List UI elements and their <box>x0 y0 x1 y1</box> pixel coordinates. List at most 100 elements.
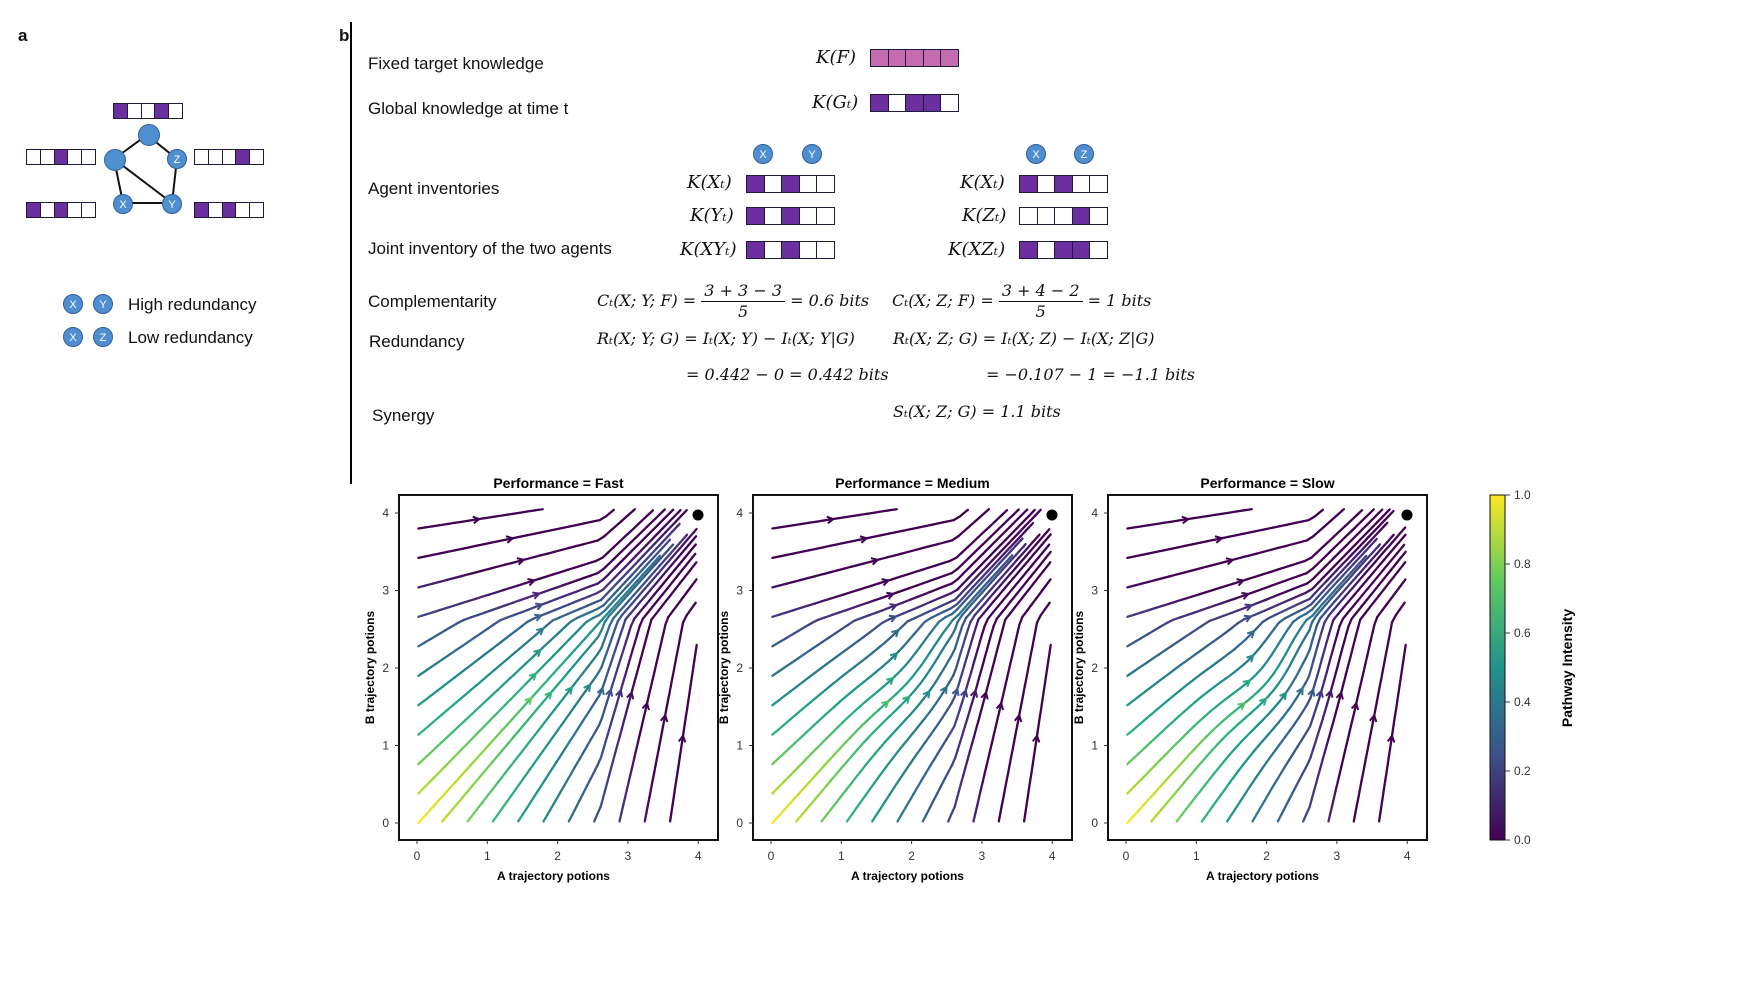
stream-segment <box>1349 576 1357 585</box>
stream-segment <box>528 634 537 642</box>
stream-segment <box>1226 813 1233 823</box>
stream-segment <box>1268 568 1278 574</box>
stream-segment <box>1232 721 1241 730</box>
stream-segment <box>604 733 609 744</box>
stream-segment <box>1246 575 1257 581</box>
stream-segment <box>1141 798 1150 807</box>
stream-segment <box>690 578 698 587</box>
stream-segment <box>646 605 654 614</box>
stream-segment <box>552 571 562 576</box>
stream-segment <box>604 510 614 518</box>
stream-segment <box>641 611 649 620</box>
stream-segment <box>1315 591 1323 600</box>
stream-segment <box>1189 628 1198 635</box>
stream-segment <box>1383 543 1392 553</box>
stream-segment <box>1382 780 1387 791</box>
stream-segment <box>1342 749 1347 760</box>
stream-segment <box>981 655 987 666</box>
stream-segment <box>1363 606 1371 615</box>
stream-segment <box>1309 748 1315 759</box>
stream-segment <box>822 518 833 522</box>
stream-segment <box>499 658 508 667</box>
stream-segment <box>908 584 918 590</box>
stream-segment <box>500 801 508 810</box>
stream-segment <box>585 707 593 717</box>
stream-segment <box>676 597 684 606</box>
x-tick-label: 2 <box>908 849 915 863</box>
stream-arrow <box>1246 629 1256 639</box>
stream-segment <box>1143 741 1152 750</box>
stream-segment <box>689 601 697 611</box>
stream-segment <box>1271 593 1281 599</box>
stream-segment <box>1155 808 1163 817</box>
stream-segment <box>1133 582 1143 587</box>
stream-segment <box>781 804 790 813</box>
stream-segment <box>1344 539 1353 548</box>
stream-segment <box>479 746 488 755</box>
stream-segment <box>1301 597 1311 604</box>
stream-segment <box>1393 707 1398 719</box>
stream-segment <box>596 603 605 611</box>
stream-segment <box>1332 530 1341 538</box>
stream-segment <box>1280 670 1288 680</box>
stream-segment <box>542 773 550 783</box>
stream-segment <box>650 547 658 556</box>
stream-segment <box>1182 632 1192 639</box>
stream-segment <box>1366 581 1374 590</box>
stream-segment <box>1360 772 1365 783</box>
stream-segment <box>1039 607 1047 617</box>
stream-segment <box>477 653 487 660</box>
stream-segment <box>1126 526 1136 530</box>
stream-segment <box>987 673 992 684</box>
stream-segment <box>985 508 991 513</box>
stream-segment <box>578 751 585 761</box>
stream-segment <box>1287 752 1295 762</box>
stream-segment <box>987 600 995 609</box>
stream-segment <box>641 641 647 653</box>
stream-segment <box>1149 708 1158 716</box>
stream-segment <box>901 767 908 777</box>
stream-segment <box>881 618 891 624</box>
x-tick-label: 1 <box>484 849 491 863</box>
stream-segment <box>446 549 456 554</box>
stream-segment <box>956 631 962 642</box>
stream-segment <box>467 571 478 576</box>
stream-segment <box>601 582 610 591</box>
stream-segment <box>1325 597 1333 606</box>
stream-segment <box>636 733 641 744</box>
stream-segment <box>983 765 988 776</box>
stream-segment <box>993 567 1002 576</box>
stream-segment <box>445 576 456 582</box>
stream-segment <box>1402 561 1407 566</box>
stream-segment <box>1266 653 1273 663</box>
stream-segment <box>497 513 508 518</box>
stream-segment <box>1255 701 1264 709</box>
stream-segment <box>1197 715 1206 724</box>
stream-segment <box>1155 703 1164 711</box>
stream-segment <box>793 522 803 527</box>
stream-segment <box>1028 581 1036 591</box>
stream-segment <box>1377 812 1382 823</box>
stream-segment <box>1266 708 1275 717</box>
colorbar-label: Pathway Intensity <box>1559 609 1575 727</box>
stream-segment <box>514 752 522 761</box>
stream-segment <box>942 607 952 613</box>
stream-segment <box>1313 510 1323 518</box>
stream-segment <box>1193 649 1202 657</box>
stream-segment <box>1026 661 1031 672</box>
stream-segment <box>1021 609 1029 619</box>
stream-segment <box>995 641 1001 653</box>
stream-segment <box>1221 732 1230 741</box>
stream-segment <box>448 781 457 790</box>
stream-segment <box>889 729 897 738</box>
stream-segment <box>887 531 897 535</box>
stream-arrow <box>1350 701 1360 711</box>
stream-segment <box>805 726 813 734</box>
stream-segment <box>821 710 830 718</box>
stream-segment <box>887 756 895 766</box>
stream-segment <box>693 651 697 663</box>
stream-segment <box>608 717 614 728</box>
stream-segment <box>1214 794 1222 804</box>
stream-arrow <box>544 690 553 700</box>
